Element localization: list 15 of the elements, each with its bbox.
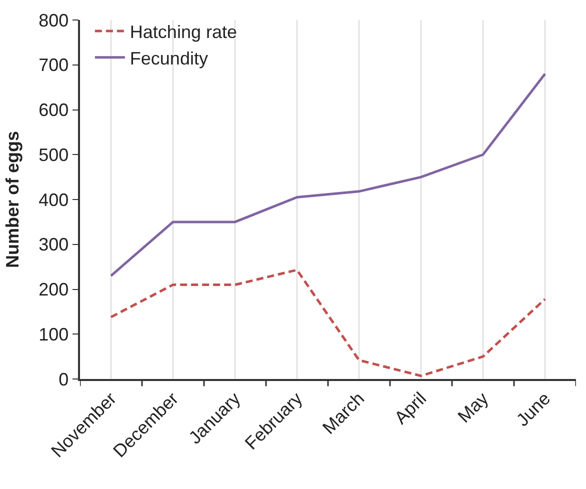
legend-label: Fecundity [130, 48, 208, 68]
y-tick-label: 700 [38, 55, 69, 76]
x-tick-label: May [454, 388, 492, 427]
line-series [110, 72, 546, 278]
y-tick-label: 200 [38, 280, 69, 300]
line-series [110, 268, 546, 378]
y-tick-label: 0 [58, 369, 69, 390]
y-tick-label: 600 [38, 100, 69, 120]
y-tick-label: 300 [38, 234, 69, 255]
y-axis-title: Number of eggs [2, 130, 22, 268]
y-tick-label: 500 [38, 144, 69, 165]
y-tick-label: 100 [38, 324, 69, 344]
y-tick-label: 800 [38, 10, 69, 30]
legend-label: Hatching rate [130, 22, 237, 42]
y-tick-label: 400 [38, 190, 69, 210]
